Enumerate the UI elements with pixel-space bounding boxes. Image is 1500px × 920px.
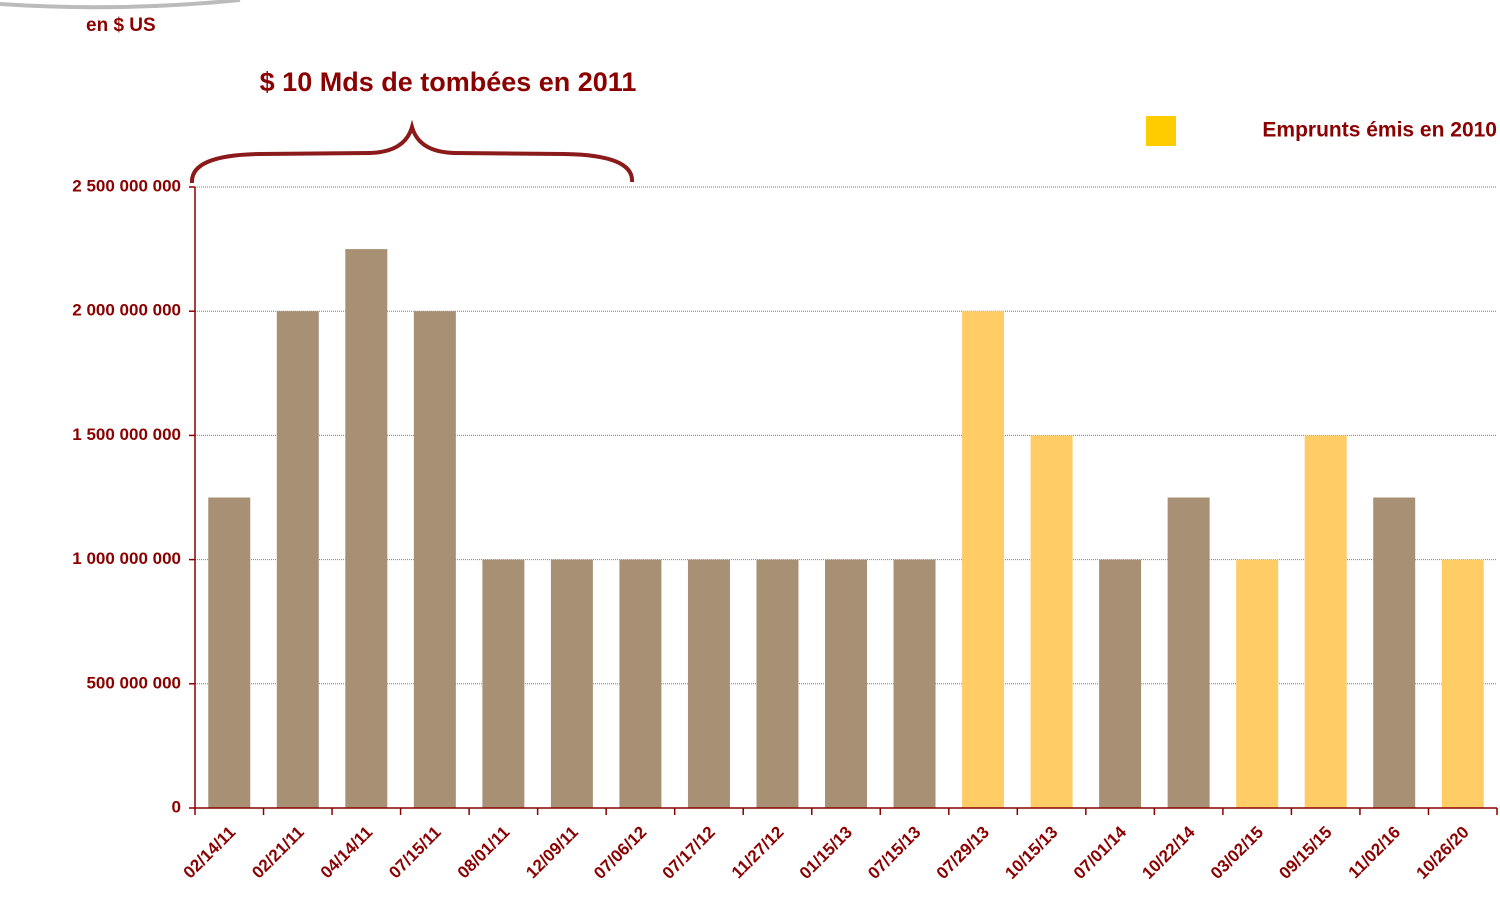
x-tick-label: 10/22/14 bbox=[1138, 822, 1199, 883]
y-tick-label: 2 500 000 000 bbox=[72, 176, 181, 195]
bar bbox=[619, 559, 662, 808]
bar bbox=[1304, 435, 1347, 808]
unit-label: en $ US bbox=[86, 15, 156, 36]
y-tick-label: 1 500 000 000 bbox=[72, 425, 181, 444]
bar bbox=[687, 559, 730, 808]
x-tick-label: 03/02/15 bbox=[1207, 823, 1267, 883]
bar bbox=[208, 497, 251, 808]
bar bbox=[1167, 497, 1210, 808]
bar bbox=[962, 311, 1005, 808]
x-tick-label: 07/06/12 bbox=[590, 823, 650, 883]
x-tick-label: 07/17/12 bbox=[659, 823, 719, 883]
x-tick-label: 11/02/16 bbox=[1345, 823, 1405, 883]
x-tick-label: 11/27/12 bbox=[728, 823, 788, 883]
bar bbox=[413, 311, 456, 808]
x-tick-label: 07/15/11 bbox=[385, 823, 445, 883]
x-tick-label: 02/21/11 bbox=[248, 823, 308, 883]
x-tick-label: 02/14/11 bbox=[180, 823, 240, 883]
bar bbox=[756, 559, 799, 808]
bar bbox=[825, 559, 867, 808]
legend-swatch bbox=[1146, 116, 1176, 146]
y-tick-label: 0 bbox=[172, 797, 181, 816]
x-tick-label: 10/26/20 bbox=[1412, 823, 1472, 883]
annotation-brace bbox=[189, 119, 634, 184]
y-tick-label: 1 000 000 000 bbox=[72, 549, 181, 568]
x-tick-label: 10/15/13 bbox=[1001, 823, 1061, 883]
bar bbox=[1030, 435, 1073, 808]
bar bbox=[550, 559, 593, 808]
x-tick-label: 07/15/13 bbox=[864, 823, 924, 883]
x-tick-label: 09/15/15 bbox=[1275, 823, 1335, 883]
bar bbox=[345, 249, 388, 809]
bar bbox=[1441, 559, 1484, 808]
bar bbox=[893, 559, 936, 808]
x-tick-label: 07/29/13 bbox=[933, 823, 993, 883]
y-tick-label: 500 000 000 bbox=[86, 673, 181, 692]
legend-label: Emprunts émis en 2010 bbox=[1262, 119, 1497, 142]
x-tick-label: 12/09/11 bbox=[522, 823, 582, 883]
bar bbox=[276, 311, 319, 808]
bar bbox=[1099, 559, 1142, 808]
x-tick-label: 01/15/13 bbox=[796, 823, 856, 883]
annotation: $ 10 Mds de tombées en 2011 bbox=[260, 67, 637, 97]
x-tick-label: 04/14/11 bbox=[317, 823, 377, 883]
bar bbox=[1373, 497, 1416, 808]
header-decoration bbox=[0, 0, 241, 10]
bar bbox=[1236, 559, 1279, 808]
x-tick-label: 08/01/11 bbox=[454, 823, 514, 883]
x-tick-label: 07/01/14 bbox=[1070, 822, 1131, 883]
bar bbox=[482, 559, 525, 808]
y-tick-label: 2 000 000 000 bbox=[72, 301, 181, 320]
